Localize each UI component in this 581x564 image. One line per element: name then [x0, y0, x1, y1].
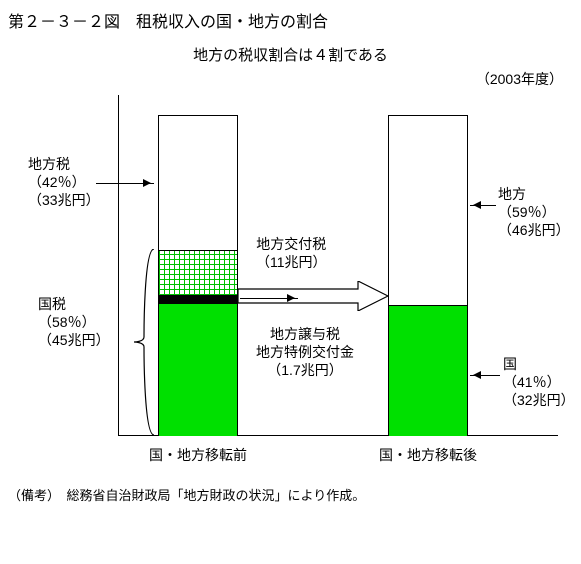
label-local-after: 地方（59％）（46兆円） [498, 185, 570, 240]
seg-local-tax [159, 116, 237, 250]
label-local-tax: 地方税（42％）（33兆円） [28, 155, 100, 210]
seg-local-after [389, 116, 467, 305]
figure-subtitle: 地方の税収割合は４割である [8, 44, 573, 65]
figure-title: 第２－３－２図 租税収入の国・地方の割合 [8, 8, 573, 32]
arrow-jyoyozei [240, 298, 298, 299]
seg-national-remainder [159, 303, 237, 436]
seg-national-after [389, 305, 467, 436]
label-national-after: 国（41％）（32兆円） [503, 355, 575, 410]
arrow-local-tax [96, 183, 154, 184]
y-axis [118, 95, 119, 435]
footnote: （備考） 総務省自治財政局「地方財政の状況」により作成。 [8, 485, 573, 504]
arrow-local-after [470, 205, 496, 206]
brace-national-tax [130, 249, 156, 435]
xlabel-after: 国・地方移転後 [373, 445, 483, 465]
label-jyoyozei: 地方譲与税地方特例交付金（1.7兆円） [256, 325, 354, 380]
xlabel-before: 国・地方移転前 [143, 445, 253, 465]
label-national-tax: 国税（58％）（45兆円） [38, 295, 110, 350]
arrow-national-after [470, 375, 500, 376]
seg-kofuzei [159, 250, 237, 295]
label-kofuzei: 地方交付税（11兆円） [256, 235, 327, 271]
block-arrow-transfer [238, 281, 388, 311]
seg-jyoyozei [159, 295, 237, 303]
bar-before-transfer [158, 115, 238, 435]
bar-after-transfer [388, 115, 468, 435]
chart-area: 地方税（42％）（33兆円） 国税（58％）（45兆円） 地方交付税（11兆円）… [8, 95, 568, 475]
fiscal-year: （2003年度） [8, 69, 573, 89]
